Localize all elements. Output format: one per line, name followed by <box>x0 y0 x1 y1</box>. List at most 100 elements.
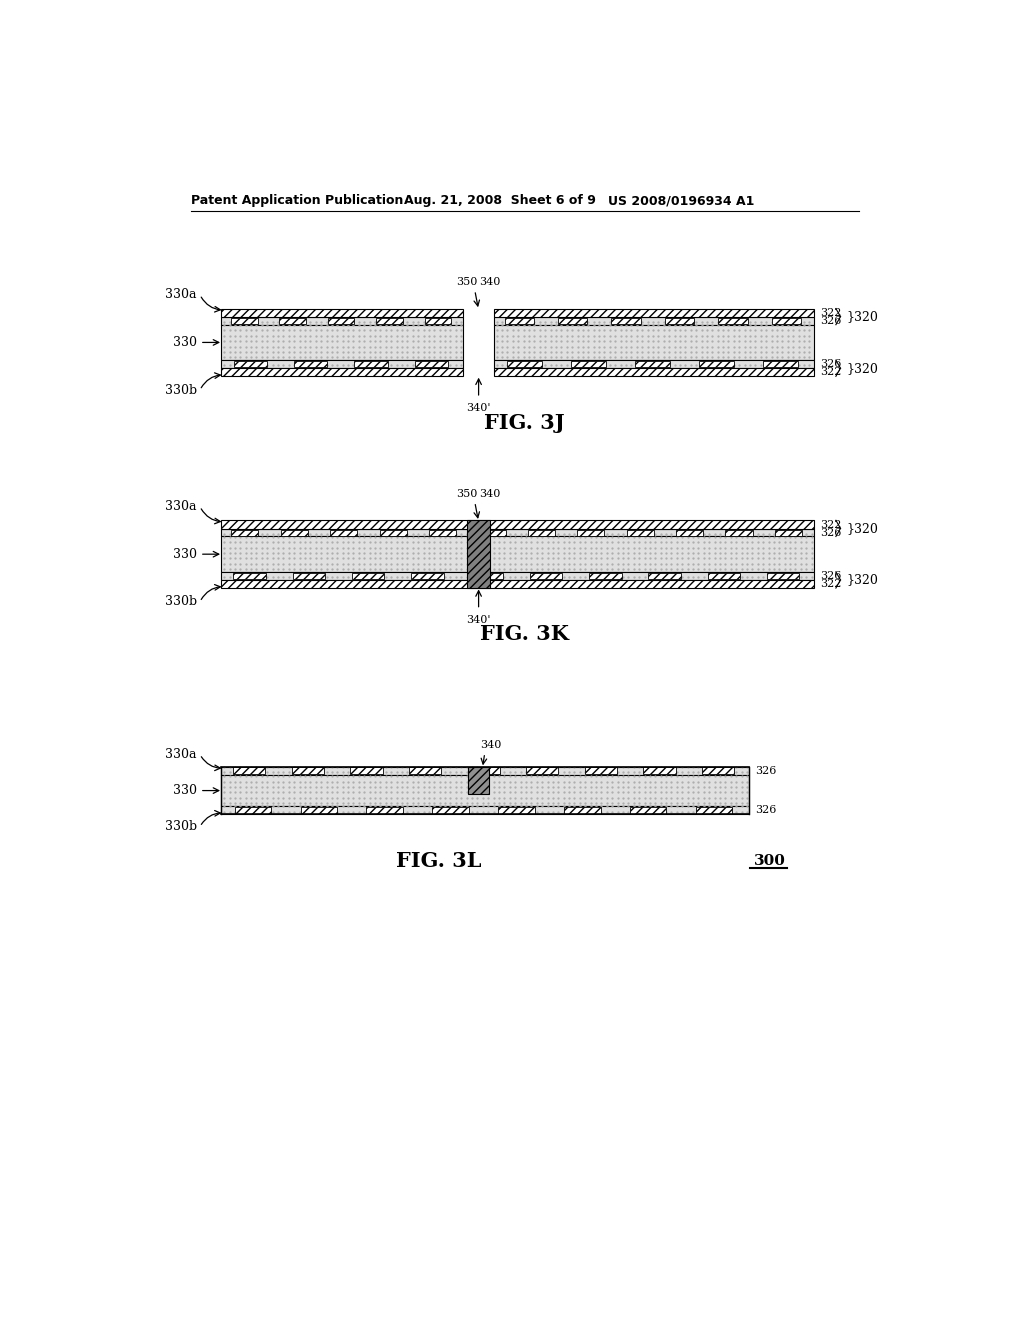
Text: 330: 330 <box>173 548 197 561</box>
Bar <box>648 573 681 579</box>
Bar <box>281 529 308 536</box>
Bar <box>529 573 562 579</box>
Bar <box>221 520 814 529</box>
Text: 322: 322 <box>820 579 842 589</box>
Bar <box>221 775 749 807</box>
Bar <box>494 325 814 360</box>
Text: 330: 330 <box>173 784 197 797</box>
Text: 322: 322 <box>820 308 842 318</box>
Text: 326: 326 <box>820 528 842 537</box>
Bar <box>494 368 814 376</box>
Text: 326: 326 <box>755 805 776 816</box>
Bar <box>570 360 606 367</box>
Bar <box>376 318 402 323</box>
Text: 322: 322 <box>820 367 842 378</box>
Text: }320: }320 <box>847 573 879 586</box>
Bar <box>589 573 622 579</box>
Bar <box>221 807 749 814</box>
Text: 340: 340 <box>480 739 502 750</box>
Bar <box>432 807 469 813</box>
Bar <box>708 573 740 579</box>
Bar <box>221 767 749 775</box>
Text: 326: 326 <box>755 766 776 776</box>
Text: 326: 326 <box>820 315 842 326</box>
Bar <box>294 360 328 367</box>
Bar <box>718 318 748 323</box>
Bar <box>702 767 734 775</box>
Bar <box>627 529 653 536</box>
Bar <box>564 807 600 813</box>
Text: Aug. 21, 2008  Sheet 6 of 9: Aug. 21, 2008 Sheet 6 of 9 <box>403 194 596 207</box>
Bar <box>526 767 558 775</box>
Text: FIG. 3J: FIG. 3J <box>484 413 565 433</box>
Text: }320: }320 <box>847 310 879 323</box>
Bar <box>611 318 641 323</box>
Text: 326: 326 <box>820 570 842 581</box>
Text: 330a: 330a <box>165 500 197 513</box>
Bar <box>505 318 535 323</box>
Bar <box>352 573 384 579</box>
Text: 330b: 330b <box>165 595 197 609</box>
Text: 330a: 330a <box>165 748 197 760</box>
Text: FIG. 3K: FIG. 3K <box>480 624 569 644</box>
Bar <box>429 529 456 536</box>
Bar <box>221 325 463 360</box>
Text: 340': 340' <box>466 615 490 624</box>
Bar <box>412 573 443 579</box>
Bar <box>280 318 306 323</box>
Bar <box>635 360 670 367</box>
Bar <box>380 529 407 536</box>
Text: 340: 340 <box>479 277 501 286</box>
Bar <box>696 807 732 813</box>
Bar <box>467 520 490 589</box>
Bar <box>231 318 258 323</box>
Bar <box>293 573 326 579</box>
Bar <box>354 360 388 367</box>
Bar <box>676 529 703 536</box>
Bar <box>328 318 354 323</box>
Text: 350: 350 <box>456 277 477 286</box>
Bar <box>221 360 463 368</box>
Bar <box>231 529 258 536</box>
Bar <box>507 360 542 367</box>
Bar <box>468 767 500 775</box>
Text: Patent Application Publication: Patent Application Publication <box>190 194 403 207</box>
Bar <box>221 536 814 572</box>
Bar <box>494 317 814 325</box>
Bar <box>578 529 604 536</box>
Bar <box>725 529 753 536</box>
Bar <box>330 529 357 536</box>
Bar <box>699 360 734 367</box>
Bar <box>221 368 463 376</box>
Bar <box>775 529 802 536</box>
Bar <box>425 318 452 323</box>
Text: 340: 340 <box>479 488 501 499</box>
Bar <box>585 767 617 775</box>
Bar <box>478 529 506 536</box>
Bar <box>763 360 799 367</box>
Bar <box>767 573 800 579</box>
Text: 330: 330 <box>173 335 197 348</box>
Text: 322: 322 <box>820 520 842 529</box>
Bar <box>233 767 265 775</box>
Text: 340': 340' <box>466 404 490 413</box>
Bar <box>292 767 324 775</box>
Bar <box>772 318 801 323</box>
Bar <box>300 807 337 813</box>
Bar <box>630 807 667 813</box>
Text: 300: 300 <box>754 854 785 867</box>
Bar <box>221 309 463 317</box>
Bar <box>233 573 266 579</box>
Bar <box>643 767 676 775</box>
Text: 330a: 330a <box>165 288 197 301</box>
Bar <box>558 318 588 323</box>
Bar <box>409 767 441 775</box>
Text: US 2008/0196934 A1: US 2008/0196934 A1 <box>608 194 755 207</box>
Text: 326: 326 <box>820 359 842 370</box>
Bar <box>499 807 535 813</box>
Bar <box>234 807 271 813</box>
Text: }320: }320 <box>847 362 879 375</box>
Text: 330b: 330b <box>165 384 197 397</box>
Bar <box>367 807 402 813</box>
Bar <box>221 572 814 579</box>
